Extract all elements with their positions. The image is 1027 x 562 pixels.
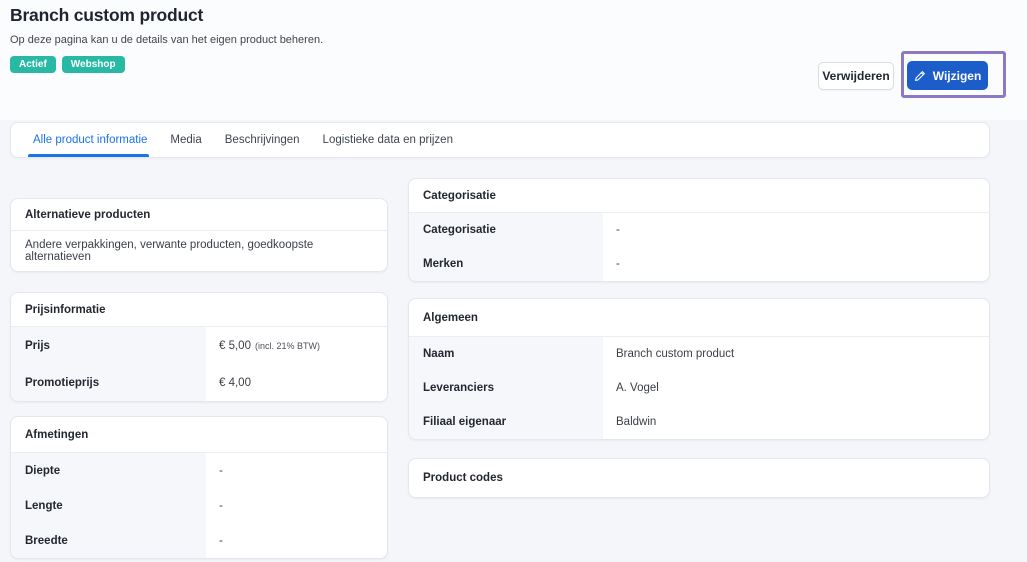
table-row: Lengte - [11, 488, 387, 523]
row-value: Branch custom product [616, 348, 735, 360]
row-value: € 5,00 (incl. 21% BTW) [206, 327, 387, 364]
price-value: € 4,00 [219, 376, 251, 389]
row-label: Breedte [11, 523, 206, 558]
row-value: A. Vogel [616, 382, 659, 394]
card-title: Categorisatie [409, 179, 989, 213]
tab-logistics-prices[interactable]: Logistieke data en prijzen [322, 134, 453, 146]
row-label: Prijs [11, 327, 206, 364]
price-value: € 5,00 [219, 339, 251, 352]
pencil-icon [914, 70, 926, 82]
row-value: - [616, 258, 620, 270]
row-label: Diepte [11, 453, 206, 488]
price-note: (incl. 21% BTW) [254, 340, 320, 351]
table-row: Breedte - [11, 523, 387, 558]
row-value: € 4,00 [206, 364, 387, 401]
delete-button[interactable]: Verwijderen [818, 62, 894, 90]
edit-button[interactable]: Wijzigen [907, 61, 988, 90]
row-label: Promotieprijs [11, 364, 206, 401]
edit-button-label: Wijzigen [932, 68, 982, 83]
status-badge-webshop: Webshop [61, 56, 125, 73]
table-row: Merken - [409, 247, 989, 281]
table-row: Diepte - [11, 453, 387, 488]
row-value: - [219, 499, 223, 512]
tab-all-product-info[interactable]: Alle product informatie [27, 123, 150, 157]
card-dimensions: Afmetingen Diepte - Lengte - Breedte - [10, 416, 388, 559]
table-row: Naam Branch custom product [409, 337, 989, 371]
page-title: Branch custom product [10, 5, 204, 25]
tab-media[interactable]: Media [170, 134, 202, 146]
card-title: Prijsinformatie [11, 293, 387, 327]
table-row: Promotieprijs € 4,00 [11, 364, 387, 401]
row-label: Leveranciers [409, 371, 603, 405]
card-title: Algemeen [409, 299, 989, 337]
row-label: Naam [409, 337, 603, 371]
tab-bar: Alle product informatie Media Beschrijvi… [10, 122, 990, 158]
status-badges: Actief Webshop [10, 56, 125, 73]
alternative-products-description: Andere verpakkingen, verwante producten,… [25, 239, 314, 263]
row-label: Lengte [11, 488, 206, 523]
row-value: - [219, 534, 223, 547]
card-general: Algemeen Naam Branch custom product Leve… [408, 298, 990, 440]
card-categorisation: Categorisatie Categorisatie - Merken - [408, 178, 990, 282]
row-label: Merken [409, 247, 603, 281]
table-row: Leveranciers A. Vogel [409, 371, 989, 405]
table-row: Categorisatie - [409, 213, 989, 247]
tab-descriptions[interactable]: Beschrijvingen [224, 134, 300, 146]
status-badge-active: Actief [10, 56, 56, 73]
card-title: Alternatieve producten [11, 199, 387, 231]
row-label: Filiaal eigenaar [409, 405, 603, 439]
row-value: - [219, 464, 223, 477]
highlight-box [901, 51, 1006, 98]
page-subtitle: Op deze pagina kan u de details van het … [10, 34, 324, 46]
table-row: Prijs € 5,00 (incl. 21% BTW) [11, 327, 387, 364]
table-row: Filiaal eigenaar Baldwin [409, 405, 989, 439]
row-label: Categorisatie [409, 213, 603, 247]
card-price-info: Prijsinformatie Prijs € 5,00 (incl. 21% … [10, 292, 388, 402]
card-product-codes: Product codes [408, 458, 990, 498]
card-title: Afmetingen [11, 417, 387, 453]
card-title: Product codes [423, 472, 503, 484]
row-value: Baldwin [616, 416, 657, 428]
card-alternative-products: Alternatieve producten Andere verpakking… [10, 198, 388, 272]
row-value: - [616, 224, 620, 236]
